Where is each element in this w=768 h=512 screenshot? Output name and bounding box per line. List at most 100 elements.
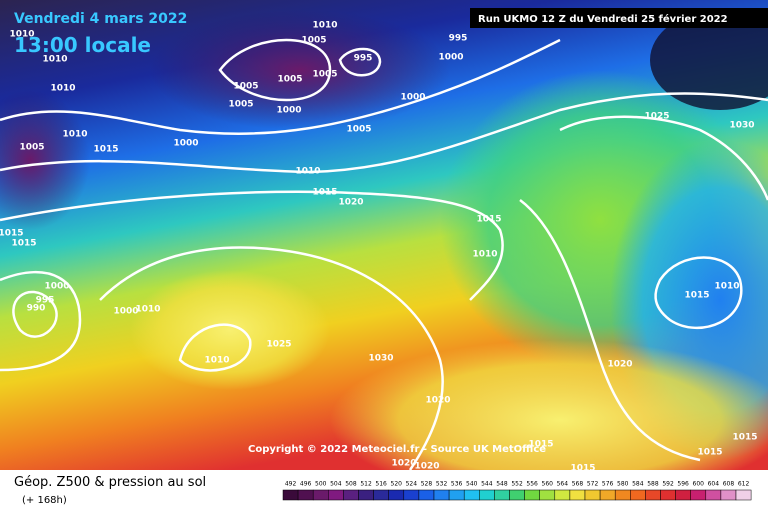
copyright: Copyright © 2022 Meteociel.fr - Source U… bbox=[248, 444, 546, 455]
scale-label: 496 bbox=[300, 481, 312, 488]
scale-swatch bbox=[675, 489, 691, 501]
scale-swatch bbox=[569, 489, 586, 501]
scale-label: 604 bbox=[708, 481, 720, 488]
scale-label: 576 bbox=[602, 481, 614, 488]
scale-swatch bbox=[418, 489, 435, 501]
isobar-label: 1015 bbox=[697, 448, 722, 458]
scale-label: 524 bbox=[406, 481, 418, 488]
isobar-label: 1005 bbox=[277, 75, 302, 85]
isobar-labels: 1010 1010 1010 1005 1010 1015 1000 1010 1005 995 9… bbox=[0, 21, 758, 474]
isobar-label: 1015 bbox=[93, 145, 118, 155]
isobar-label: 1010 bbox=[42, 55, 67, 65]
isobar-label: 1015 bbox=[476, 215, 501, 225]
isobar-label: 995 bbox=[449, 34, 468, 44]
isobar-label: 1010 bbox=[50, 84, 75, 94]
scale-label: 512 bbox=[360, 481, 372, 488]
isobar-label: 1005 bbox=[301, 36, 326, 46]
scale-swatch bbox=[312, 489, 329, 501]
scale-label: 528 bbox=[421, 481, 433, 488]
forecast-time: 13:00 locale bbox=[14, 33, 151, 57]
scale-swatch bbox=[539, 489, 556, 501]
isobar-label: 1005 bbox=[233, 82, 258, 92]
scale-swatch bbox=[343, 489, 359, 501]
scale-swatch bbox=[373, 489, 389, 501]
scale-label: 600 bbox=[693, 481, 705, 488]
isobar-label: 1010 bbox=[204, 356, 229, 366]
scale-label: 580 bbox=[617, 481, 629, 488]
isobar-label: 1010 bbox=[472, 250, 497, 260]
isobar-label: 1020 bbox=[338, 198, 363, 208]
isobar-label: 1030 bbox=[368, 354, 393, 364]
scale-label: 612 bbox=[738, 481, 750, 488]
isobar-label: 1010 bbox=[312, 21, 337, 31]
run-banner bbox=[470, 8, 768, 28]
scale-swatch bbox=[599, 489, 616, 501]
isobar-label: 1015 bbox=[0, 229, 24, 239]
isobar-label: 995 bbox=[354, 54, 373, 64]
isobar-label: 1025 bbox=[644, 112, 669, 122]
scale-swatch bbox=[660, 489, 676, 501]
isobar-label: 1020 bbox=[414, 462, 439, 472]
scale-label: 572 bbox=[587, 481, 599, 488]
scale-label: 556 bbox=[526, 481, 538, 488]
isobar-label: 990 bbox=[27, 304, 46, 314]
scale-swatch bbox=[403, 489, 420, 501]
isobar-label: 1000 bbox=[438, 53, 463, 63]
isobar-label: 1010 bbox=[295, 167, 320, 177]
scale-label: 492 bbox=[285, 481, 297, 488]
isobar-label: 1000 bbox=[44, 282, 69, 292]
scale-label: 588 bbox=[647, 481, 659, 488]
isobar-label: 1005 bbox=[312, 70, 337, 80]
scale-label: 560 bbox=[542, 481, 554, 488]
field-area bbox=[330, 340, 768, 500]
field-area bbox=[130, 270, 330, 390]
scale-swatch bbox=[282, 489, 299, 501]
scale-label: 596 bbox=[677, 481, 689, 488]
color-scale: 492 496 500 504 508 512 516 520 524 528 532 536 540 5… bbox=[282, 481, 752, 501]
isobar-label: 1005 bbox=[19, 143, 44, 153]
isobar-label: 1020 bbox=[607, 360, 632, 370]
isobar-label: 1010 bbox=[9, 30, 34, 40]
run-info: Run UKMO 12 Z du Vendredi 25 février 202… bbox=[478, 13, 728, 25]
scale-swatch bbox=[358, 489, 374, 501]
scale-label: 540 bbox=[466, 481, 478, 488]
scale-label: 504 bbox=[330, 481, 342, 488]
scale-swatch bbox=[524, 489, 540, 501]
scale-swatch bbox=[494, 489, 510, 501]
scale-swatch bbox=[645, 489, 661, 501]
isobars bbox=[0, 38, 768, 471]
scale-swatch bbox=[448, 489, 465, 501]
scale-swatch bbox=[630, 489, 646, 501]
isobar-label: 1015 bbox=[528, 440, 553, 450]
scale-label: 516 bbox=[375, 481, 387, 488]
isobar-label: 1015 bbox=[570, 464, 595, 474]
scale-label: 552 bbox=[511, 481, 523, 488]
field-area bbox=[650, 10, 768, 110]
scale-swatch bbox=[614, 489, 631, 501]
scale-swatch bbox=[463, 489, 480, 501]
scale-swatch bbox=[297, 489, 314, 501]
scale-label: 536 bbox=[451, 481, 463, 488]
scale-label: 548 bbox=[496, 481, 508, 488]
isobar-label: 1010 bbox=[135, 305, 160, 315]
scale-swatch bbox=[388, 489, 405, 501]
scale-label: 592 bbox=[662, 481, 674, 488]
scale-swatch bbox=[735, 489, 752, 501]
field-area bbox=[150, 10, 450, 130]
scale-swatch bbox=[720, 489, 737, 501]
scale-swatch bbox=[328, 489, 344, 501]
scale-swatch bbox=[479, 489, 495, 501]
isobar-label: 1025 bbox=[266, 340, 291, 350]
forecast-date: Vendredi 4 mars 2022 bbox=[14, 11, 187, 27]
isobar-label: 1015 bbox=[11, 239, 36, 249]
legend-lead: (+ 168h) bbox=[22, 495, 67, 506]
isobar-label: 1000 bbox=[276, 106, 301, 116]
scale-label: 568 bbox=[572, 481, 584, 488]
isobar-label: 1010 bbox=[62, 130, 87, 140]
scale-label: 532 bbox=[436, 481, 448, 488]
scale-swatch bbox=[509, 489, 525, 501]
scale-swatch bbox=[690, 489, 707, 501]
isobar-label: 1015 bbox=[312, 188, 337, 198]
scale-label: 520 bbox=[391, 481, 403, 488]
